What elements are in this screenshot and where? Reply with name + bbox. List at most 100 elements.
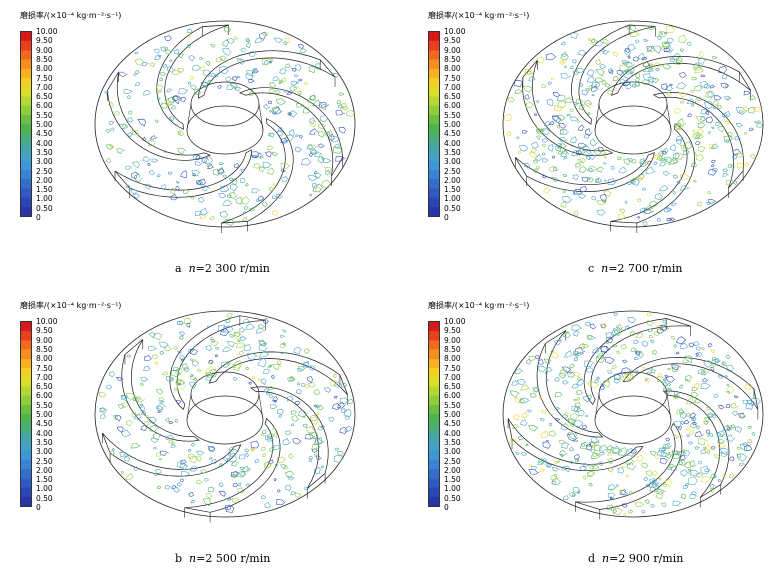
wear-contour [587, 335, 596, 340]
wear-contour [666, 91, 672, 96]
colorbar-tick-label: 0.50 [36, 493, 53, 503]
wear-contour [227, 341, 237, 348]
wear-contour [193, 377, 198, 381]
wear-contour [296, 103, 305, 108]
wear-contour [278, 414, 283, 418]
wear-contour [269, 447, 274, 453]
wear-contour [259, 156, 264, 159]
wear-contour [281, 169, 286, 173]
wear-contour [155, 388, 164, 395]
wear-contour [695, 351, 703, 358]
wear-contour [166, 101, 172, 107]
wear-contour [678, 34, 687, 44]
wear-contour [573, 102, 578, 106]
colorbar-tick-label: 7.00 [36, 82, 53, 92]
wear-contour [553, 166, 559, 172]
wear-contour [229, 82, 238, 90]
wear-contour [108, 120, 114, 126]
wear-contour [230, 471, 240, 478]
wear-contour [271, 152, 279, 156]
colorbar-tick-label: 5.00 [36, 120, 53, 129]
wear-contour [297, 368, 304, 372]
wear-contour [512, 424, 519, 429]
wear-contour [272, 444, 282, 450]
wear-contour [625, 373, 636, 381]
wear-contour [690, 422, 698, 429]
wear-contour [625, 474, 630, 478]
wear-contour [298, 135, 303, 139]
wear-contour [626, 26, 632, 30]
wear-contour [675, 138, 682, 145]
wear-contour [268, 109, 273, 113]
wear-contour [617, 213, 626, 220]
wear-contour [623, 512, 627, 516]
wear-contour [227, 497, 232, 501]
wear-contour [189, 374, 197, 381]
wear-contour [568, 460, 574, 464]
wear-contour [618, 166, 627, 174]
wear-contour [617, 156, 622, 160]
colorbar-tick-label: 4.00 [36, 138, 53, 148]
wear-contour [679, 184, 691, 191]
wear-contour [631, 448, 638, 454]
colorbar-tick-label: 3.50 [36, 147, 53, 157]
wear-contour [178, 321, 184, 326]
wear-contour [267, 365, 272, 368]
wear-contour [164, 49, 172, 55]
wear-contour [720, 448, 731, 456]
wear-contour [706, 201, 712, 205]
wear-contour [579, 465, 588, 471]
wear-contour [645, 483, 651, 488]
wear-contour [588, 464, 595, 470]
wear-contour [320, 465, 325, 469]
wear-contour [293, 346, 302, 355]
wear-contour [554, 392, 563, 398]
wear-contour [743, 106, 750, 112]
wear-contour [191, 442, 196, 447]
wear-contour [576, 397, 581, 401]
wear-contour [199, 65, 206, 71]
wear-contour [655, 490, 664, 500]
wear-contour [177, 131, 182, 136]
wear-contour [706, 406, 712, 411]
wear-contour [621, 503, 628, 509]
wear-contour [200, 185, 210, 192]
wear-contour [528, 469, 540, 475]
wear-contour [722, 424, 732, 431]
impeller-blade [515, 152, 655, 192]
wear-contour [562, 196, 573, 203]
wear-contour [320, 114, 329, 123]
wear-contour [218, 482, 224, 488]
wear-contour [217, 168, 225, 175]
wear-contour [117, 404, 125, 409]
wear-contour [591, 436, 600, 444]
wear-contour [695, 430, 704, 438]
wear-contour [536, 135, 542, 140]
wear-contour [675, 122, 685, 131]
wear-contour [642, 56, 647, 61]
hub-top [190, 371, 260, 417]
wear-contour [726, 179, 735, 186]
wear-contour [211, 341, 220, 346]
wear-contour [607, 370, 613, 375]
wear-contour [703, 360, 714, 368]
wear-contour [226, 505, 235, 513]
wear-contour [570, 32, 579, 39]
wear-contour [233, 163, 240, 168]
wear-contour [591, 38, 596, 44]
caption-letter: c [588, 262, 595, 275]
wear-contour [208, 359, 214, 364]
colorbar-tick-label: 0.50 [36, 203, 53, 213]
wear-contour [629, 177, 637, 185]
wear-contour [562, 414, 569, 419]
wear-contour [233, 377, 238, 381]
wear-contour [697, 57, 706, 65]
wear-contour [236, 58, 246, 65]
wear-contour [140, 382, 144, 386]
wear-contour [172, 70, 181, 75]
wear-contour [315, 62, 321, 71]
wear-contour [547, 144, 554, 152]
wear-contour [126, 184, 132, 188]
wear-contour [105, 128, 111, 134]
wear-contour [225, 218, 236, 226]
